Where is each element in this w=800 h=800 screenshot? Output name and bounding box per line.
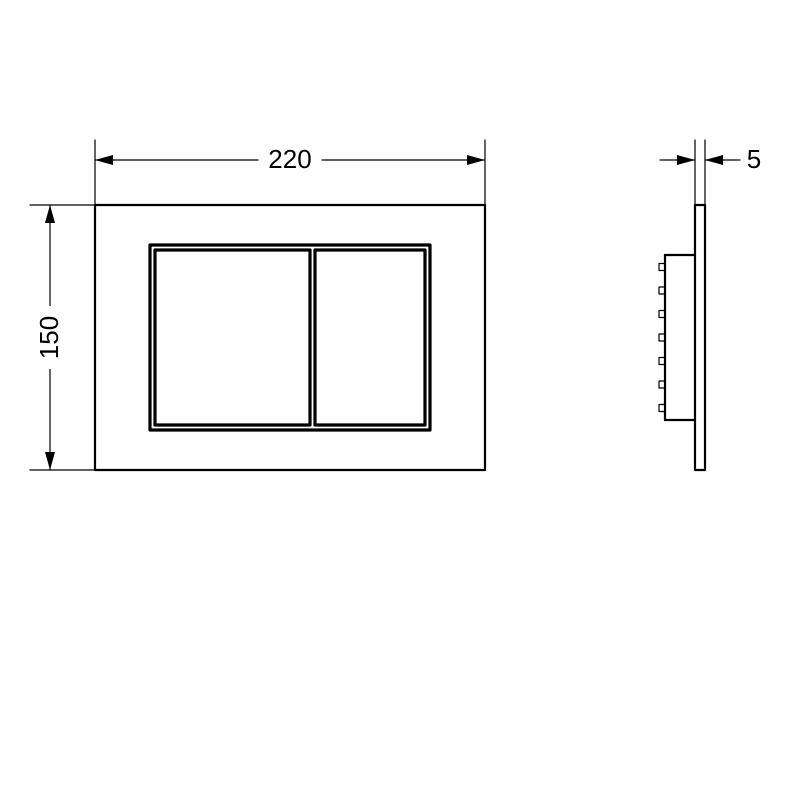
dim-depth-label: 5 <box>747 144 761 174</box>
front-view: 220 150 <box>30 140 485 470</box>
dim-height-label: 150 <box>34 316 64 359</box>
technical-drawing: 220 150 5 <box>0 0 800 800</box>
dim-width-label: 220 <box>268 144 311 174</box>
side-view: 5 <box>659 140 761 470</box>
